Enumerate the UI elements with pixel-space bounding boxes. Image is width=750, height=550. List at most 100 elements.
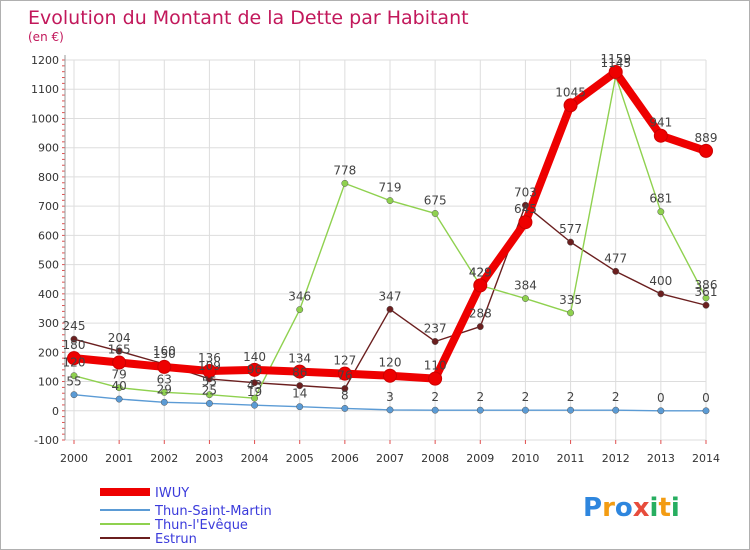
data-label: 2 xyxy=(567,390,575,404)
data-point xyxy=(431,406,439,414)
data-label: 361 xyxy=(695,285,718,299)
data-label: 109 xyxy=(198,359,221,373)
data-point xyxy=(473,278,488,293)
data-point xyxy=(205,400,213,407)
data-label: 165 xyxy=(108,343,131,357)
x-tick-label: 2012 xyxy=(602,452,630,465)
data-label: 55 xyxy=(66,375,81,389)
data-labels: 180 165 150 136 140 134 127 120 1104296451045115… xyxy=(63,52,718,405)
data-label: 719 xyxy=(379,181,402,195)
data-point xyxy=(70,372,78,380)
data-label: 180 xyxy=(63,338,86,352)
y-tick-label: 200 xyxy=(38,346,59,359)
data-point xyxy=(657,208,665,216)
data-label: 400 xyxy=(649,274,672,288)
data-label: 29 xyxy=(157,382,172,396)
x-tick-label: 2006 xyxy=(331,452,359,465)
data-label: 347 xyxy=(379,289,402,303)
data-label: 335 xyxy=(559,293,582,307)
data-label: 577 xyxy=(559,222,582,236)
data-point xyxy=(567,238,575,246)
data-label: 63 xyxy=(157,372,172,386)
x-tick-label: 2007 xyxy=(376,452,404,465)
data-point xyxy=(115,347,123,355)
data-point xyxy=(383,368,397,383)
data-point xyxy=(341,404,349,412)
data-label: 429 xyxy=(469,265,492,279)
x-tick-label: 2000 xyxy=(60,452,88,465)
data-label: 889 xyxy=(695,131,718,145)
data-point xyxy=(67,351,81,366)
y-tick-label: 700 xyxy=(38,200,59,213)
data-label: 386 xyxy=(695,278,718,292)
data-label: 288 xyxy=(469,307,492,321)
data-point xyxy=(428,371,443,386)
data-point xyxy=(70,391,78,399)
data-label: 134 xyxy=(288,352,311,366)
data-point xyxy=(431,210,439,217)
data-label: 2 xyxy=(476,390,484,404)
data-point xyxy=(612,267,620,275)
y-tick-label: 300 xyxy=(38,317,59,330)
data-point xyxy=(657,290,665,298)
proxiti-logo: Proxiti xyxy=(583,493,680,523)
data-label: 429 xyxy=(469,265,492,279)
legend-label: Thun-l'Evêque xyxy=(154,518,248,533)
x-tick-label: 2003 xyxy=(195,452,223,465)
data-point xyxy=(612,406,620,414)
data-point xyxy=(518,215,533,230)
legend-label: IWUY xyxy=(155,486,189,501)
data-label: 160 xyxy=(153,344,176,358)
data-point xyxy=(386,197,394,205)
data-label: 19 xyxy=(247,385,262,399)
series-points xyxy=(67,64,713,415)
data-label: 76 xyxy=(337,369,352,383)
data-label: 120 xyxy=(379,356,402,370)
data-label: 778 xyxy=(333,163,356,177)
data-label: 1045 xyxy=(555,85,586,99)
data-point xyxy=(567,406,575,414)
data-point xyxy=(702,301,710,309)
data-label: 1145 xyxy=(600,56,631,70)
data-point xyxy=(296,382,304,390)
data-label: 55 xyxy=(202,375,217,389)
data-label: 8 xyxy=(341,388,349,402)
data-label: 681 xyxy=(649,192,672,206)
axes: -100010020030040050060070080090010001100… xyxy=(31,54,720,465)
data-point xyxy=(296,306,304,314)
data-label: 0 xyxy=(657,391,665,405)
data-point xyxy=(653,128,668,143)
data-point xyxy=(115,384,123,392)
x-tick-label: 2009 xyxy=(466,452,494,465)
data-point xyxy=(341,179,349,187)
data-point xyxy=(205,391,213,399)
y-tick-label: 100 xyxy=(38,376,59,389)
data-point xyxy=(702,294,710,302)
data-point xyxy=(563,98,578,113)
x-tick-label: 2002 xyxy=(150,452,178,465)
data-point xyxy=(296,403,304,411)
logo-text: Proxiti xyxy=(583,493,680,523)
data-point xyxy=(476,323,484,331)
data-point xyxy=(657,407,665,415)
data-label: 79 xyxy=(112,368,127,382)
data-label: 86 xyxy=(292,366,307,380)
data-point xyxy=(608,64,623,79)
x-tick-label: 2005 xyxy=(286,452,314,465)
data-label: 703 xyxy=(514,185,537,199)
legend-label: Estrun xyxy=(155,532,197,547)
data-point xyxy=(386,406,394,414)
data-point xyxy=(337,366,352,381)
data-label: 110 xyxy=(424,359,447,373)
data-point xyxy=(521,295,529,302)
data-label: 346 xyxy=(288,290,311,304)
data-point xyxy=(476,406,484,414)
y-tick-label: 0 xyxy=(52,405,59,418)
data-label: 2 xyxy=(431,390,439,404)
data-label: 477 xyxy=(604,251,627,265)
data-point xyxy=(70,335,78,343)
y-tick-label: 600 xyxy=(38,229,59,242)
data-label: 237 xyxy=(424,321,447,335)
